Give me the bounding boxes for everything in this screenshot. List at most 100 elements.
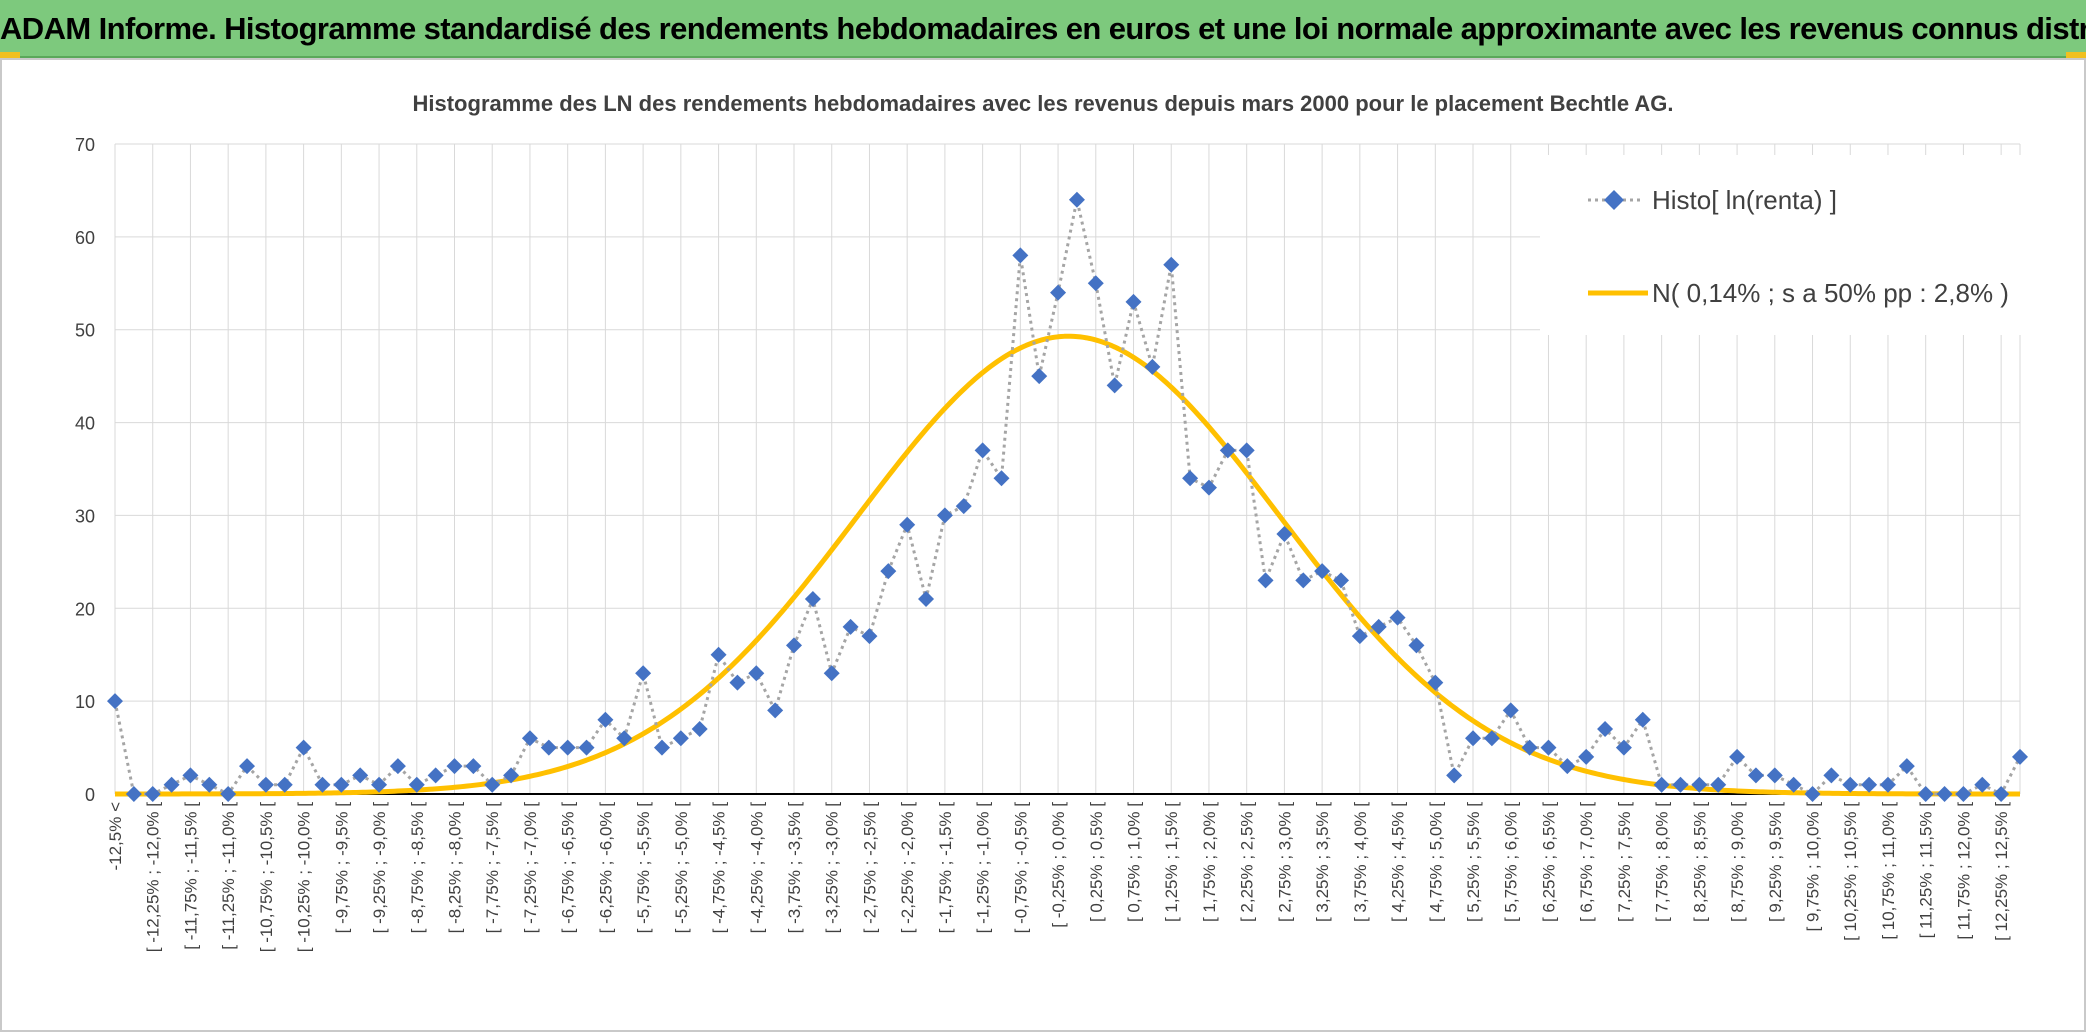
x-tick-label: [ -7,25% ; -7,0% [ xyxy=(521,802,540,934)
histogram-point xyxy=(503,767,520,784)
x-tick-label: [ 0,25% ; 0,5% [ xyxy=(1087,802,1106,922)
histogram-point xyxy=(691,721,708,737)
y-tick-label: 70 xyxy=(75,135,95,155)
x-tick-label: [ 11,75% ; 12,0% [ xyxy=(1954,802,1973,940)
x-tick-label: [ -0,25% ; 0,0% [ xyxy=(1049,802,1068,928)
histogram-point xyxy=(314,776,331,793)
histogram-point xyxy=(635,665,652,682)
histogram-point xyxy=(484,776,501,793)
histogram-point xyxy=(710,646,727,663)
x-tick-label: [ -8,75% ; -8,5% [ xyxy=(408,802,427,934)
histogram-point xyxy=(201,776,218,793)
header-corner-left xyxy=(0,52,20,60)
x-tick-label: [ 1,25% ; 1,5% [ xyxy=(1162,802,1181,922)
histogram-point xyxy=(1502,702,1519,719)
x-tick-label: [ -4,25% ; -4,0% [ xyxy=(747,802,766,934)
histogram-point xyxy=(1012,247,1029,264)
histogram-point xyxy=(1295,572,1312,589)
x-tick-label: [ -2,75% ; -2,5% [ xyxy=(860,802,879,934)
x-tick-label: [ -3,25% ; -3,0% [ xyxy=(823,802,842,934)
histogram-point xyxy=(446,758,463,775)
x-tick-label: [ 5,75% ; 6,0% [ xyxy=(1502,802,1521,922)
histogram-point xyxy=(1465,730,1482,747)
histogram-point xyxy=(1163,256,1180,273)
histogram-point xyxy=(1521,739,1538,756)
histogram-point xyxy=(1559,758,1576,775)
histogram-point xyxy=(1144,358,1161,375)
x-tick-label: [ 6,25% ; 6,5% [ xyxy=(1539,802,1558,922)
histogram-point xyxy=(521,730,538,747)
histogram-point xyxy=(767,702,784,719)
histogram-point xyxy=(597,711,614,728)
histogram-point xyxy=(1955,786,1972,802)
histogram-point xyxy=(559,739,576,756)
histogram-point xyxy=(1653,776,1670,793)
histogram-point xyxy=(1125,293,1142,310)
histogram-point xyxy=(333,776,350,793)
x-tick-label: [ 9,75% ; 10,0% [ xyxy=(1804,802,1823,932)
histogram-point xyxy=(1917,786,1934,802)
x-tick-label: [ -11,75% ; -11,5% [ xyxy=(181,802,200,950)
histogram-point xyxy=(408,776,425,793)
histogram-point xyxy=(1823,767,1840,784)
histogram-point xyxy=(1483,730,1500,747)
histogram-point xyxy=(125,786,142,802)
histogram-point xyxy=(1351,628,1368,645)
histogram-point xyxy=(1068,191,1085,208)
histogram-point xyxy=(427,767,444,784)
x-tick-label: [ 3,75% ; 4,0% [ xyxy=(1351,802,1370,922)
x-tick-label: [ 3,25% ; 3,5% [ xyxy=(1313,802,1332,922)
legend-histo-label: Histo[ ln(renta) ] xyxy=(1652,185,1837,215)
x-tick-label: [ -4,75% ; -4,5% [ xyxy=(710,802,729,934)
histogram-point xyxy=(371,776,388,793)
histogram-point xyxy=(1427,674,1444,691)
histogram-point xyxy=(1200,479,1217,496)
histogram-point xyxy=(578,739,595,756)
histogram-point xyxy=(880,563,897,580)
x-tick-label: [ -10,75% ; -10,5% [ xyxy=(257,802,276,953)
histogram-point xyxy=(1182,470,1199,487)
histogram-point xyxy=(974,442,991,459)
chart-title: Histogramme des LN des rendements hebdom… xyxy=(413,91,1674,116)
x-axis: -12,5% < [ -12,25% ; -12,0% [[ -11,75% ; … xyxy=(106,793,2020,953)
header-bar: ADAM Informe. Histogramme standardisé de… xyxy=(0,0,2086,60)
histogram-series xyxy=(107,191,2028,802)
histogram-point xyxy=(1238,442,1255,459)
x-tick-label: [ -5,75% ; -5,5% [ xyxy=(634,802,653,934)
histogram-point xyxy=(1106,377,1123,394)
x-tick-label: [ -7,75% ; -7,5% [ xyxy=(483,802,502,934)
x-tick-label: [ 0,75% ; 1,0% [ xyxy=(1125,802,1144,922)
histogram-point xyxy=(1087,275,1104,292)
header-corner-right xyxy=(2066,52,2086,60)
x-tick-label: [ -2,25% ; -2,0% [ xyxy=(898,802,917,934)
histogram-point xyxy=(1879,776,1896,793)
histogram-point xyxy=(1710,776,1727,793)
x-tick-label: [ -10,25% ; -10,0% [ xyxy=(295,802,314,953)
histogram-point xyxy=(1597,721,1614,737)
histogram-point xyxy=(861,628,878,645)
histogram-point xyxy=(993,470,1010,487)
histogram-point xyxy=(1729,748,1746,765)
histogram-point xyxy=(1861,776,1878,793)
y-tick-label: 60 xyxy=(75,228,95,248)
histogram-point xyxy=(1747,767,1764,784)
histogram-point xyxy=(786,637,803,654)
histogram-point xyxy=(352,767,369,784)
histogram-point xyxy=(1936,786,1953,802)
histogram-point xyxy=(144,786,161,802)
x-tick-label: [ 2,75% ; 3,0% [ xyxy=(1275,802,1294,922)
histogram-point xyxy=(1276,526,1293,542)
x-tick-label: [ -12,25% ; -12,0% [ xyxy=(144,802,163,953)
histogram-point xyxy=(955,498,972,515)
legend-box xyxy=(1540,155,2030,335)
y-tick-label: 10 xyxy=(75,692,95,712)
histogram-point xyxy=(465,758,482,775)
histogram-point xyxy=(239,758,256,775)
normal-series xyxy=(115,333,2020,797)
y-tick-label: 30 xyxy=(75,506,95,526)
histogram-point xyxy=(1332,572,1349,589)
x-tick-label: [ -5,25% ; -5,0% [ xyxy=(672,802,691,934)
legend: Histo[ ln(renta) ] N( 0,14% ; s a 50% pp… xyxy=(1540,155,2030,335)
y-tick-label: 40 xyxy=(75,414,95,434)
